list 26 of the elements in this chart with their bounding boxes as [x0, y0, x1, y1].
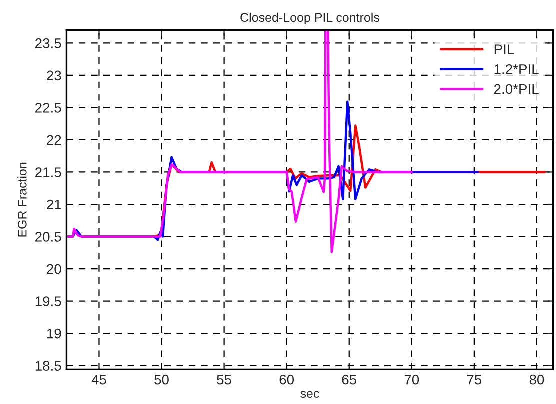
- x-tick-label: 75: [467, 375, 482, 385]
- y-tick-label: 20: [47, 264, 62, 274]
- x-tick-label: 45: [92, 375, 106, 385]
- x-tick-label: 50: [154, 374, 169, 385]
- line-series: [66, 30, 414, 254]
- y-tick-label: 23.5: [36, 38, 62, 48]
- y-tick-label: 19.5: [36, 296, 62, 306]
- x-tick-label: 80: [530, 374, 544, 385]
- legend-label: PIL: [494, 44, 514, 54]
- y-tick-label: 22.5: [36, 103, 62, 113]
- y-tick-label: 18.5: [36, 361, 62, 371]
- y-tick-label: 22: [47, 135, 62, 146]
- x-tick-label: 65: [342, 374, 357, 385]
- y-tick-label: 21: [47, 200, 62, 210]
- legend-label: 2.0*PIL: [494, 84, 539, 94]
- y-tick-label: 20.5: [36, 232, 62, 242]
- x-tick-label: 70: [404, 374, 420, 385]
- y-tick-label: 23: [47, 70, 62, 81]
- y-tick-label: 19: [47, 328, 62, 339]
- x-tick-label: 55: [217, 375, 232, 385]
- chart-title: Closed-Loop PIL controls: [240, 12, 380, 25]
- x-tick-label: 60: [280, 374, 294, 385]
- legend-label: 1.2*PIL: [494, 64, 539, 74]
- y-tick-label: 21.5: [36, 168, 62, 178]
- x-axis-title: sec: [300, 391, 320, 398]
- y-axis-title: EGR Fraction: [18, 162, 27, 237]
